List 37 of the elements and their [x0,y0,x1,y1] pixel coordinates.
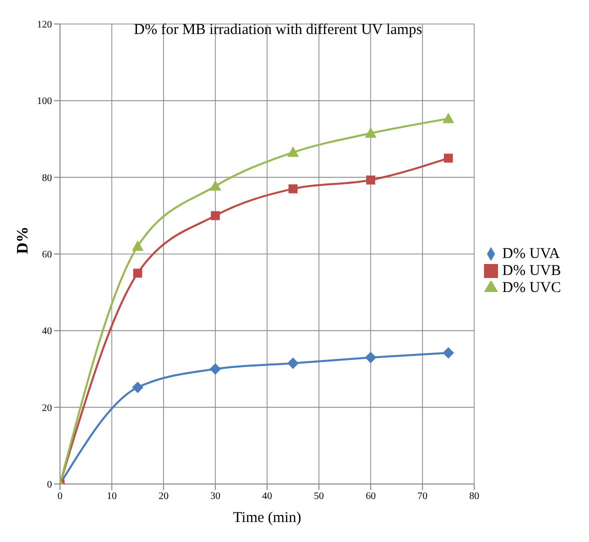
point [288,146,299,157]
x-tick-label: 20 [158,491,169,502]
y-tick-label: 0 [47,480,52,491]
y-tick-label: 40 [42,326,52,338]
x-tick-label: 70 [417,491,428,502]
y-tick-label: 120 [37,20,52,31]
y-tick-label: 60 [42,250,52,261]
point [210,180,221,191]
point [442,113,454,124]
y-axis-title: D% [14,226,32,254]
point [442,347,454,358]
x-tick-label: 80 [469,491,480,502]
x-tick-label: 50 [314,491,324,502]
legend-label: D% UVB [502,262,561,278]
x-axis-title: Time (min) [233,510,302,526]
point [366,176,376,185]
x-tick-label: 40 [262,491,272,502]
point [288,358,299,369]
x-tick-label: 0 [58,491,62,502]
point [132,382,144,393]
point [365,352,376,363]
legend-label: D% UVC [502,280,561,296]
point [444,154,453,163]
y-tick-label: 20 [42,402,52,414]
legend-label: D% UVA [502,246,560,262]
y-tick-label: 100 [37,96,52,108]
x-tick-label: 60 [366,491,376,502]
point [132,240,144,251]
chart-title: D% for MB irradiation with different UV lamps [132,22,424,39]
x-tick-label: 10 [106,491,117,502]
point [210,364,221,374]
y-tick-label: 80 [42,172,52,184]
point [133,268,142,278]
point [365,128,376,138]
point [210,211,220,220]
x-tick-label: 30 [210,491,220,502]
point [288,184,298,194]
